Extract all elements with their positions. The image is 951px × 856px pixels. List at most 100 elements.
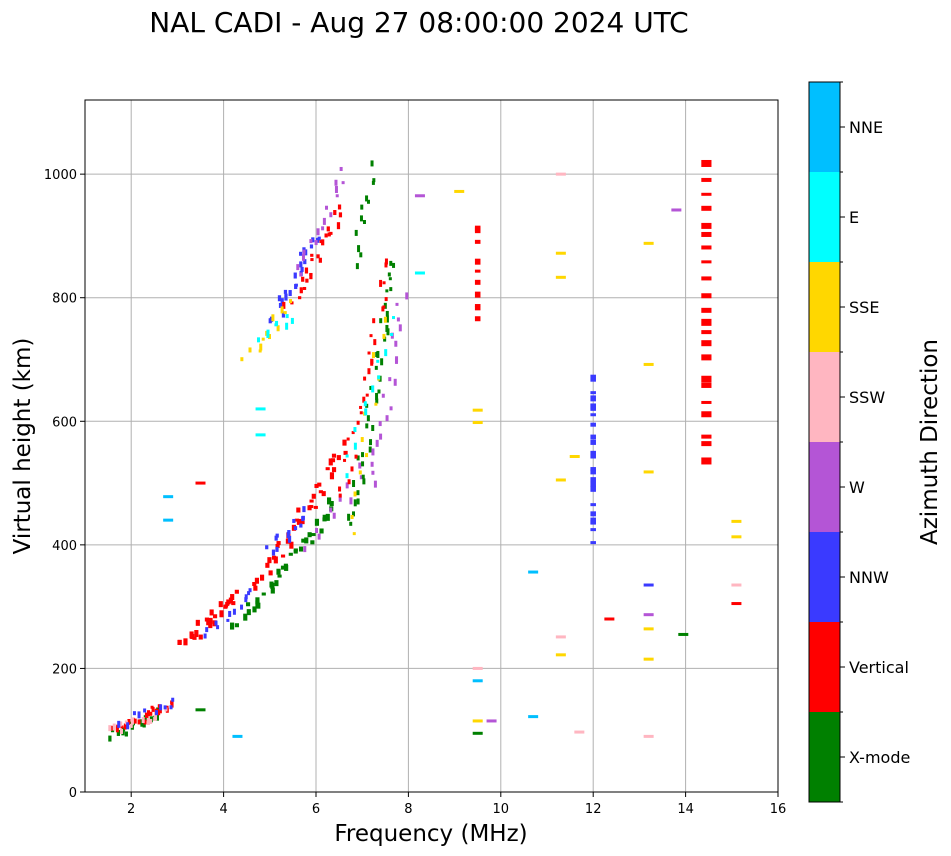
echo-mark-ssw xyxy=(112,723,116,731)
echo-mark-x-mode xyxy=(255,597,260,605)
echo-mark-sse xyxy=(360,437,364,443)
echo-mark-x-mode xyxy=(365,195,369,202)
echo-mark-e xyxy=(363,401,367,407)
echo-mark-x-mode xyxy=(365,423,369,429)
echo-mark-vertical xyxy=(275,544,280,549)
echo-mark-vertical xyxy=(336,455,341,461)
echo-mark-nnw xyxy=(281,311,286,318)
echo-segment-sse xyxy=(472,408,483,412)
echo-mark-vertical xyxy=(701,245,712,250)
echo-mark-vertical xyxy=(189,631,194,639)
echo-mark-vertical xyxy=(137,719,141,725)
echo-mark-vertical xyxy=(302,286,307,290)
echo-mark-x-mode xyxy=(385,324,389,332)
echo-mark-nnw xyxy=(590,477,596,483)
echo-mark-x-mode xyxy=(359,215,363,222)
echo-mark-w xyxy=(332,512,336,519)
echo-mark-sse xyxy=(280,306,284,314)
echo-segment-e xyxy=(255,407,266,411)
echo-mark-vertical xyxy=(701,434,712,439)
echo-mark-w xyxy=(381,393,385,398)
echo-mark-w xyxy=(316,228,320,236)
echo-mark-vertical xyxy=(157,709,161,716)
echo-mark-nnw xyxy=(590,434,596,440)
echo-mark-x-mode xyxy=(388,277,392,281)
echo-mark-x-mode xyxy=(143,715,148,722)
echo-mark-nnw xyxy=(301,515,305,520)
echo-mark-nnw xyxy=(293,272,297,279)
colorbar-swatch-ssw xyxy=(809,352,840,442)
echo-mark-ssw xyxy=(146,717,150,725)
echo-mark-x-mode xyxy=(385,289,389,293)
colorbar-label: NNE xyxy=(849,118,883,137)
echo-mark-nnw xyxy=(590,439,596,445)
colorbar-label: W xyxy=(849,478,865,497)
echo-mark-w xyxy=(375,439,379,447)
echo-mark-nnw xyxy=(590,422,596,427)
colorbar-title: Azimuth Direction xyxy=(917,339,943,545)
echo-mark-sse xyxy=(358,470,362,475)
echo-mark-nnw xyxy=(203,633,207,639)
echo-mark-ssw xyxy=(164,707,168,712)
echo-mark-nnw xyxy=(590,403,596,410)
echo-segment-sse xyxy=(555,275,566,279)
echo-mark-vertical xyxy=(329,472,335,480)
echo-mark-x-mode xyxy=(385,315,389,323)
echo-mark-vertical xyxy=(218,601,223,608)
echo-mark-w xyxy=(389,406,393,411)
echo-segment-e xyxy=(163,518,174,522)
echo-mark-vertical xyxy=(701,340,712,347)
echo-mark-w xyxy=(335,194,339,198)
echo-mark-vertical xyxy=(219,610,224,618)
echo-mark-e xyxy=(266,329,270,335)
y-tick-label: 400 xyxy=(52,539,77,554)
echo-mark-vertical xyxy=(318,257,322,263)
echo-mark-nnw xyxy=(214,620,218,626)
echo-mark-vertical xyxy=(337,204,342,210)
echo-mark-sse xyxy=(283,311,287,315)
echo-mark-x-mode xyxy=(329,501,334,507)
echo-mark-vertical xyxy=(359,411,363,415)
echo-mark-e xyxy=(390,333,394,337)
echo-mark-vertical xyxy=(329,231,333,235)
colorbar-swatch-sse xyxy=(809,262,840,352)
echo-mark-w xyxy=(322,217,326,225)
echo-mark-sse xyxy=(350,514,354,519)
echo-segment-e xyxy=(255,433,266,437)
echo-mark-e xyxy=(345,473,349,479)
echo-mark-vertical xyxy=(342,439,347,446)
echo-mark-vertical xyxy=(701,192,712,196)
echo-mark-vertical xyxy=(299,287,303,294)
echo-mark-x-mode xyxy=(355,263,359,270)
echo-mark-sse xyxy=(271,314,275,322)
echo-mark-x-mode xyxy=(366,415,370,422)
echo-mark-vertical xyxy=(701,441,712,447)
echo-mark-nnw xyxy=(240,604,244,610)
echo-mark-x-mode xyxy=(356,498,360,505)
echo-mark-vertical xyxy=(701,276,712,281)
echo-mark-w xyxy=(334,179,338,186)
echo-mark-vertical xyxy=(347,479,351,485)
echo-mark-x-mode xyxy=(301,538,306,543)
echo-mark-vertical xyxy=(309,505,314,509)
colorbar-swatch-x-mode xyxy=(809,712,840,802)
echo-mark-nnw xyxy=(163,705,167,710)
echo-mark-vertical xyxy=(474,269,481,273)
echo-mark-vertical xyxy=(314,483,319,488)
echo-mark-vertical xyxy=(300,519,305,525)
echo-mark-vertical xyxy=(331,453,337,458)
echo-mark-vertical xyxy=(474,304,481,308)
echo-mark-vertical xyxy=(265,562,270,568)
echo-mark-x-mode xyxy=(354,229,358,236)
echo-segment-e xyxy=(414,271,425,275)
echo-mark-vertical xyxy=(304,267,309,274)
echo-mark-w xyxy=(314,240,318,246)
echo-mark-ssw xyxy=(154,714,158,721)
echo-mark-nnw xyxy=(277,295,282,302)
echo-mark-vertical xyxy=(338,486,342,492)
echo-mark-vertical xyxy=(701,375,712,383)
echo-mark-x-mode xyxy=(116,729,121,736)
echo-mark-w xyxy=(296,264,300,271)
echo-mark-nnw xyxy=(271,549,276,556)
echo-mark-vertical xyxy=(194,630,199,638)
